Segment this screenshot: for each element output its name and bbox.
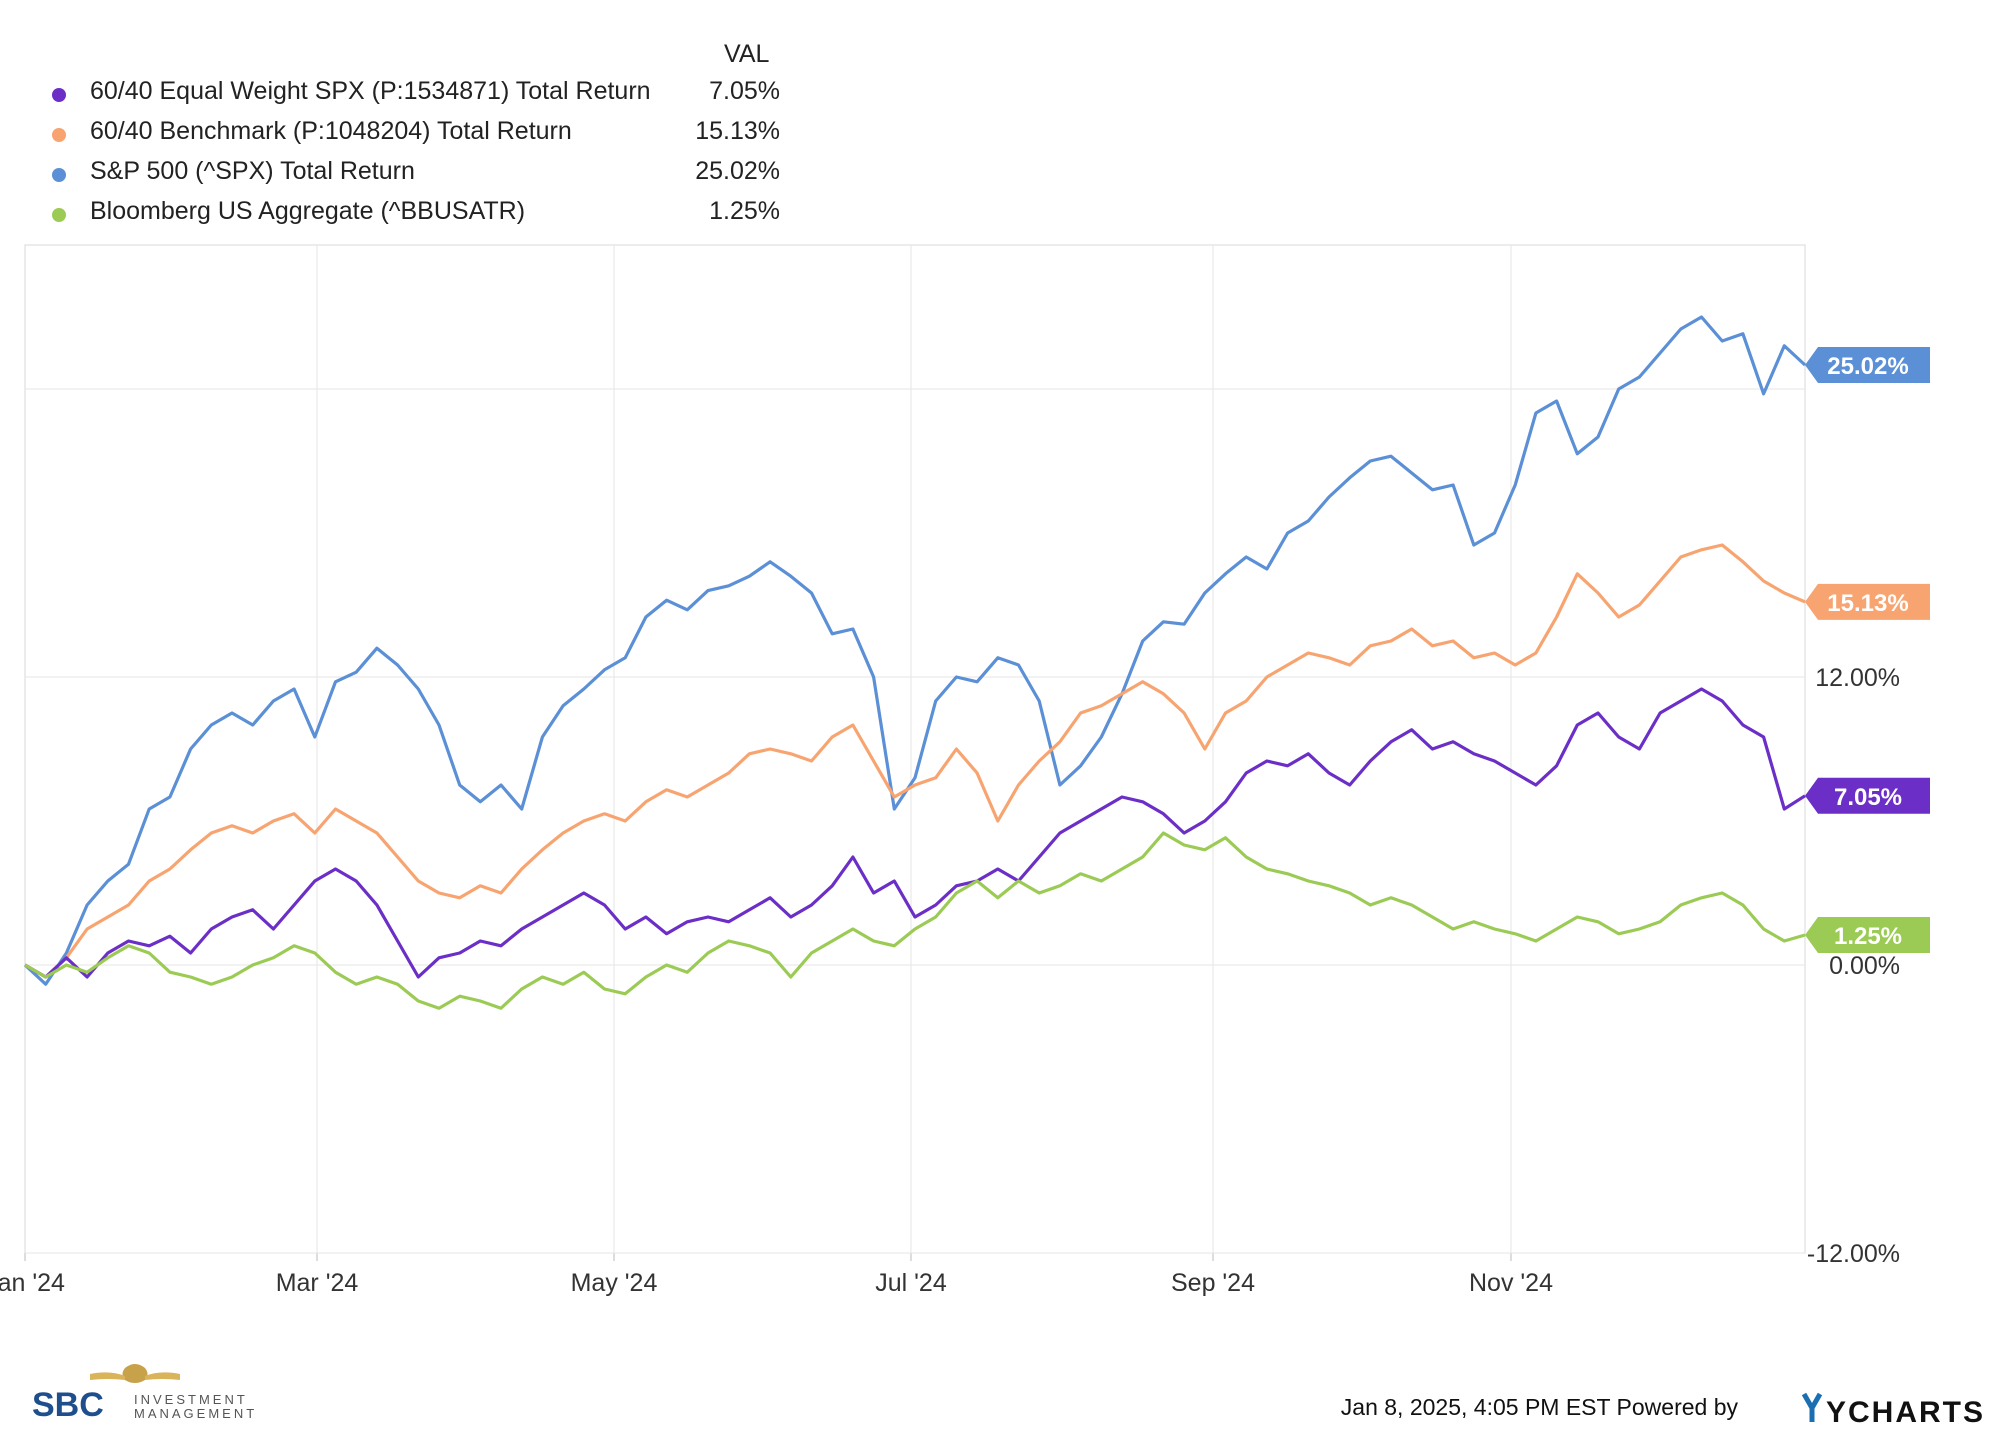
- legend-item[interactable]: S&P 500 (^SPX) Total Return 25.02%: [40, 157, 780, 197]
- series-dot-icon: [52, 128, 66, 142]
- x-tick-label: Mar '24: [276, 1269, 359, 1297]
- y-tick-label: -12.00%: [1807, 1240, 1900, 1268]
- series-line: [24, 543, 1806, 979]
- legend-item-value: 15.13%: [695, 117, 780, 145]
- series-end-label: 25.02%: [1805, 347, 1930, 383]
- svg-text:25.02%: 25.02%: [1827, 353, 1908, 380]
- series-end-label: 7.05%: [1805, 777, 1930, 814]
- legend-item-value: 7.05%: [709, 77, 780, 105]
- series-line: [24, 831, 1806, 1010]
- legend-item[interactable]: 60/40 Benchmark (P:1048204) Total Return…: [40, 117, 780, 157]
- series-end-label: 15.13%: [1805, 583, 1930, 620]
- legend-item-name: 60/40 Equal Weight SPX (P:1534871) Total…: [90, 77, 651, 105]
- legend-value-header: VAL: [724, 40, 770, 68]
- ycharts-logo[interactable]: YCHARTS: [1800, 1390, 1990, 1435]
- series-line: [23, 315, 1807, 986]
- series-line: [24, 687, 1806, 979]
- legend-item[interactable]: Bloomberg US Aggregate (^BBUSATR) 1.25%: [40, 197, 780, 237]
- plot-area: [24, 244, 1806, 1254]
- x-tick-label: Nov '24: [1469, 1269, 1553, 1297]
- legend-item-name: S&P 500 (^SPX) Total Return: [90, 157, 415, 185]
- svg-text:15.13%: 15.13%: [1827, 590, 1908, 617]
- series-end-label: 1.25%: [1805, 917, 1930, 953]
- legend-item-name: 60/40 Benchmark (P:1048204) Total Return: [90, 117, 572, 145]
- x-tick-label: Sep '24: [1171, 1269, 1255, 1297]
- footer-timestamp: Jan 8, 2025, 4:05 PM EST Powered by: [1340, 1394, 1738, 1420]
- y-tick-label: 12.00%: [1815, 664, 1900, 692]
- series-dot-icon: [52, 208, 66, 222]
- svg-text:7.05%: 7.05%: [1834, 784, 1902, 811]
- series-dot-icon: [52, 168, 66, 182]
- svg-text:INVESTMENT: INVESTMENT: [134, 1392, 248, 1407]
- legend-item-value: 1.25%: [709, 197, 780, 225]
- svg-text:1.25%: 1.25%: [1834, 923, 1902, 950]
- y-tick-label: 0.00%: [1829, 952, 1900, 980]
- x-tick-label: May '24: [571, 1269, 658, 1297]
- sbc-logo: SBC INVESTMENT MANAGEMENT: [30, 1360, 290, 1425]
- legend-item[interactable]: 60/40 Equal Weight SPX (P:1534871) Total…: [40, 77, 780, 117]
- x-tick-label: Jan '24: [0, 1269, 65, 1297]
- svg-text:MANAGEMENT: MANAGEMENT: [134, 1406, 257, 1420]
- x-tick-label: Jul '24: [875, 1269, 947, 1297]
- legend-item-value: 25.02%: [695, 157, 780, 185]
- sbc-logo-text: SBC: [32, 1386, 104, 1420]
- legend-item-name: Bloomberg US Aggregate (^BBUSATR): [90, 197, 526, 225]
- series-dot-icon: [52, 88, 66, 102]
- ycharts-logo-text: YCHARTS: [1826, 1396, 1985, 1429]
